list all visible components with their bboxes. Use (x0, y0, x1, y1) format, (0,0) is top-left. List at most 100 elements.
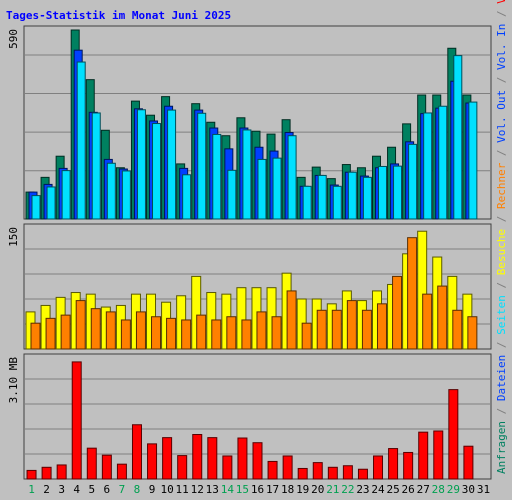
bar-rechner-day-1 (30, 322, 41, 350)
bar-rechner-day-28 (437, 285, 448, 350)
x-tick-label: 10 (160, 483, 173, 496)
x-tick-label: 5 (88, 483, 95, 496)
panel-max-label: 150 (7, 227, 20, 247)
bar-seiten-day-16 (257, 158, 267, 220)
panel-top: 590 (7, 25, 492, 220)
bar-vol-out-day-15 (237, 437, 248, 480)
bar-seiten-day-6 (106, 162, 116, 220)
legend-entry: Rechner (495, 162, 508, 209)
bar-seiten-day-14 (227, 169, 237, 220)
x-tick-label: 6 (104, 483, 111, 496)
x-tick-label: 2 (43, 483, 50, 496)
bar-rechner-day-12 (196, 314, 207, 350)
legend-entry: Besuche (495, 229, 508, 275)
bar-rechner-day-17 (271, 316, 282, 350)
x-tick-label: 7 (119, 483, 126, 496)
bar-rechner-day-27 (422, 293, 433, 350)
bar-seiten-day-3 (61, 170, 71, 220)
bar-rechner-day-2 (45, 317, 56, 350)
bar-rechner-day-23 (361, 309, 372, 350)
x-tick-label: 14 (221, 483, 235, 496)
bar-seiten-day-7 (121, 170, 131, 220)
x-axis-labels: 1 2 3 4 5 6 7 8 9 10 11 12 13 14 15 16 17 18 19 20 21 22 23 24 2… (28, 483, 490, 496)
bar-seiten-day-11 (182, 174, 192, 220)
x-tick-label: 21 (326, 483, 339, 496)
bar-vol-out-day-9 (147, 443, 158, 480)
bar-vol-out-day-7 (116, 463, 127, 480)
bar-vol-out-day-14 (222, 455, 233, 480)
x-tick-label: 31 (477, 483, 490, 496)
bar-rechner-day-26 (407, 237, 418, 350)
bar-vol-out-day-30 (463, 445, 474, 480)
bar-vol-out-day-20 (312, 462, 323, 480)
bar-seiten-day-29 (453, 55, 463, 220)
bar-vol-out-day-12 (192, 434, 203, 480)
bar-seiten-day-2 (46, 186, 56, 220)
bar-rechner-day-7 (120, 319, 131, 350)
bar-seiten-day-25 (393, 165, 403, 220)
legend-entry: Vol. Out (495, 90, 508, 143)
bar-rechner-day-25 (392, 275, 403, 350)
x-tick-label: 15 (236, 483, 249, 496)
legend-separator: / (495, 335, 508, 355)
legend-separator: / (495, 4, 508, 24)
x-tick-label: 1 (28, 483, 35, 496)
bar-vol-out-day-25 (388, 448, 399, 480)
bar-vol-out-day-17 (267, 460, 278, 480)
bar-vol-out-day-18 (282, 455, 293, 480)
legend-separator: / (495, 143, 508, 163)
bar-vol-out-day-4 (71, 361, 82, 480)
bar-rechner-day-29 (452, 309, 463, 350)
bar-seiten-day-19 (302, 185, 312, 220)
x-tick-label: 28 (432, 483, 445, 496)
x-tick-label: 18 (281, 483, 294, 496)
x-tick-label: 27 (417, 483, 430, 496)
bar-rechner-day-19 (301, 322, 312, 350)
legend-entry: Dateien (495, 355, 508, 401)
bar-vol-out-day-27 (418, 431, 429, 480)
x-tick-label: 23 (356, 483, 369, 496)
bar-rechner-day-20 (316, 309, 327, 350)
bar-seiten-day-21 (332, 185, 342, 220)
bar-vol-out-day-19 (297, 467, 308, 480)
bar-vol-out-day-22 (342, 465, 353, 480)
bar-seiten-day-20 (317, 174, 327, 220)
bar-seiten-day-22 (347, 171, 357, 220)
legend-text: Anfragen / Dateien / Seiten / Besuche / … (495, 0, 508, 474)
bar-rechner-day-22 (346, 300, 357, 350)
x-tick-label: 20 (311, 483, 324, 496)
bar-rechner-day-15 (241, 319, 252, 350)
chart-panels: 590 150 3.10 MB (7, 25, 492, 480)
bar-rechner-day-21 (331, 309, 342, 350)
bar-seiten-day-9 (152, 123, 162, 220)
x-tick-label: 29 (447, 483, 460, 496)
x-tick-label: 30 (462, 483, 475, 496)
bar-vol-out-day-2 (41, 466, 52, 480)
x-tick-label: 16 (251, 483, 264, 496)
bar-rechner-day-18 (286, 290, 297, 350)
bar-seiten-day-15 (242, 129, 252, 220)
bar-rechner-day-6 (105, 311, 116, 350)
bar-seiten-day-10 (167, 109, 177, 220)
bar-rechner-day-16 (256, 311, 267, 350)
panel-bottom: 3.10 MB (7, 353, 492, 480)
bar-seiten-day-30 (468, 101, 478, 220)
panel-max-label: 3.10 MB (7, 357, 20, 404)
bar-vol-out-day-28 (433, 430, 444, 480)
bar-vol-out-day-3 (56, 464, 67, 480)
bar-rechner-day-4 (75, 300, 86, 350)
x-tick-label: 12 (191, 483, 204, 496)
bar-rechner-day-10 (166, 317, 177, 350)
panel-middle: 150 (7, 223, 492, 350)
x-tick-label: 4 (73, 483, 80, 496)
legend-separator: / (495, 209, 508, 229)
bar-vol-out-day-11 (177, 455, 188, 480)
bar-vol-out-day-26 (403, 451, 414, 480)
bar-seiten-day-17 (272, 157, 282, 220)
x-tick-label: 25 (386, 483, 399, 496)
legend: Anfragen / Dateien / Seiten / Besuche / … (495, 0, 508, 474)
bar-seiten-day-24 (377, 165, 387, 220)
bar-seiten-day-23 (362, 176, 372, 220)
bar-seiten-day-8 (136, 109, 146, 220)
